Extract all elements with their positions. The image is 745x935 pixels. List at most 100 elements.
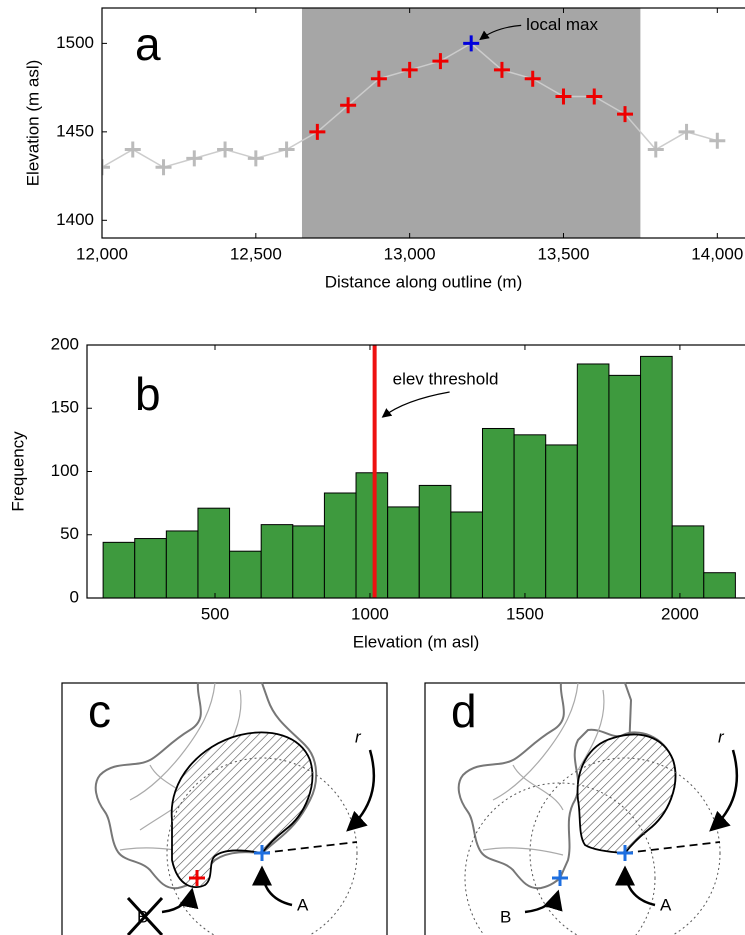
bar xyxy=(323,492,357,599)
x-tick-label: 500 xyxy=(201,604,229,623)
bar xyxy=(576,363,610,599)
x-axis-label: Elevation (m asl) xyxy=(353,632,480,651)
bar xyxy=(671,525,705,599)
point-marker xyxy=(617,106,634,123)
search-circle xyxy=(464,782,656,935)
arrow xyxy=(615,865,656,907)
point-marker xyxy=(463,35,480,52)
radius xyxy=(624,841,721,854)
point-marker xyxy=(432,53,449,70)
arrow xyxy=(524,889,563,914)
bar xyxy=(292,525,325,599)
x-tick-label: 14,000 xyxy=(691,244,743,263)
panel-letter: a xyxy=(135,18,161,70)
cross-out xyxy=(126,896,164,935)
point-marker xyxy=(524,70,541,87)
bar xyxy=(165,530,199,599)
bar xyxy=(640,355,673,599)
point-marker xyxy=(586,88,603,105)
y-axis-label: Elevation (m asl) xyxy=(23,60,42,187)
panel-letter: d xyxy=(451,685,477,737)
bar xyxy=(608,374,642,599)
x-tick-label: 2000 xyxy=(661,604,699,623)
arrow xyxy=(161,887,199,914)
contour xyxy=(482,682,605,856)
x-axis-label: Distance along outline (m) xyxy=(325,272,522,291)
y-tick-label: 50 xyxy=(60,524,79,543)
y-tick-label: 200 xyxy=(51,334,79,353)
bar xyxy=(545,444,578,599)
diagram-c: c r A B xyxy=(61,682,388,935)
point-marker xyxy=(102,159,110,176)
blue-marker xyxy=(254,845,270,861)
red-marker xyxy=(189,870,205,886)
point-label: A xyxy=(297,895,309,914)
x-tick-label: 13,000 xyxy=(384,244,436,263)
annotation-arrow xyxy=(479,24,522,41)
point-marker xyxy=(340,97,357,114)
bar xyxy=(387,506,420,599)
point-marker xyxy=(124,141,141,158)
point-label: B xyxy=(500,907,511,926)
bar xyxy=(355,472,389,599)
point-marker xyxy=(647,141,664,158)
panel-letter: b xyxy=(135,368,161,420)
point-marker xyxy=(278,141,295,158)
arrow xyxy=(252,865,293,907)
y-tick-label: 0 xyxy=(70,587,79,606)
annotation: elev threshold xyxy=(393,369,499,388)
y-tick-label: 1500 xyxy=(56,33,94,52)
point-marker xyxy=(493,61,510,78)
diagram-d: d r A B xyxy=(424,682,745,935)
hatched-area xyxy=(170,731,314,889)
y-tick-label: 1400 xyxy=(56,210,94,229)
point-marker xyxy=(217,141,234,158)
radius xyxy=(261,841,358,854)
bar xyxy=(450,511,483,599)
arrow xyxy=(709,749,739,832)
bar xyxy=(197,507,231,599)
y-axis-label: Frequency xyxy=(8,431,27,512)
bar xyxy=(703,572,736,599)
y-tick-label: 150 xyxy=(51,398,79,417)
point-label: A xyxy=(660,895,672,914)
point-marker xyxy=(186,150,203,167)
bar xyxy=(260,524,294,599)
radius-label: r xyxy=(355,727,362,746)
search-circle xyxy=(166,757,358,935)
annotation-arrow xyxy=(381,391,450,418)
point-label: B xyxy=(137,907,148,926)
axes-frame xyxy=(101,7,745,239)
bar xyxy=(134,538,167,599)
bar xyxy=(513,434,547,599)
x-tick-label: 13,500 xyxy=(537,244,589,263)
bar xyxy=(481,427,515,599)
panel-letter: c xyxy=(88,685,111,737)
plot-area xyxy=(102,355,736,599)
bar xyxy=(229,550,262,599)
point-marker xyxy=(309,123,326,140)
arrow xyxy=(346,749,376,832)
y-tick-label: 100 xyxy=(51,461,79,480)
blue-marker xyxy=(552,870,568,886)
point-marker xyxy=(155,159,172,176)
point-marker xyxy=(401,61,418,78)
point-marker xyxy=(555,88,572,105)
y-tick-label: 1450 xyxy=(56,121,94,140)
search-circle xyxy=(529,757,721,935)
point-marker xyxy=(709,132,726,149)
plot-area xyxy=(102,8,726,238)
bar xyxy=(102,541,136,599)
x-tick-label: 1500 xyxy=(506,604,544,623)
blue-marker xyxy=(617,845,633,861)
point-marker xyxy=(370,70,387,87)
point-marker xyxy=(247,150,264,167)
x-tick-label: 1000 xyxy=(351,604,389,623)
hatched-area xyxy=(576,733,677,854)
x-tick-label: 12,000 xyxy=(76,244,128,263)
bar xyxy=(418,484,452,599)
point-marker xyxy=(678,123,695,140)
annotation: local max xyxy=(526,15,598,34)
radius-label: r xyxy=(718,727,725,746)
